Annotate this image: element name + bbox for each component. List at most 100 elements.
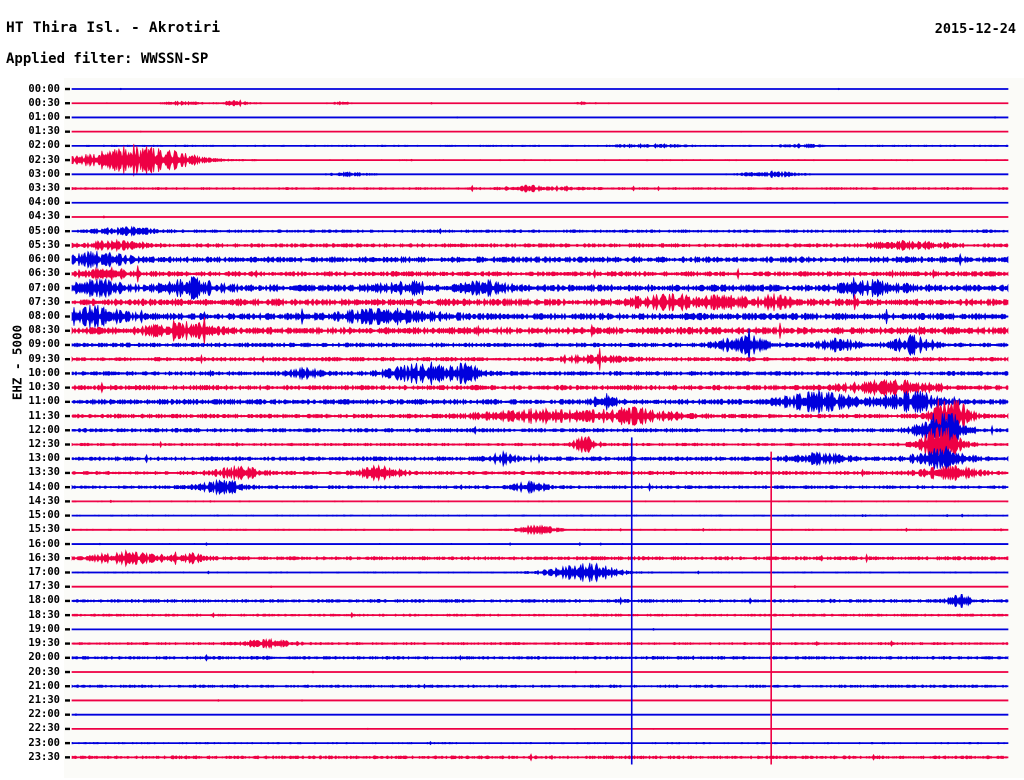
trace-row: [71, 276, 1009, 301]
station-title: HT Thira Isl. - Akrotiri: [6, 20, 221, 36]
time-label: 10:30: [28, 381, 60, 394]
trace-row: [71, 593, 1009, 608]
trace-row: [71, 116, 1009, 119]
trace-row: [71, 378, 1009, 397]
trace-row: [71, 99, 1009, 108]
time-label: 07:00: [28, 281, 60, 294]
time-label: 18:30: [28, 608, 60, 621]
trace-row: [71, 201, 1009, 204]
trace-row: [71, 611, 1009, 619]
time-label: 08:30: [28, 324, 60, 337]
trace-row: [71, 740, 1009, 746]
trace-row: [71, 585, 1009, 589]
trace-row: [71, 653, 1009, 662]
time-label: 20:00: [28, 651, 60, 664]
trace-row: [71, 499, 1009, 503]
time-label: 03:00: [28, 167, 60, 180]
trace-row: [71, 215, 1009, 219]
time-label: 15:00: [28, 509, 60, 522]
trace-row: [71, 292, 1009, 312]
trace-row: [71, 184, 1009, 193]
time-label: 14:30: [28, 494, 60, 507]
seismogram-canvas: [64, 78, 1024, 778]
seismogram-plot: [0, 78, 1024, 778]
time-label: 22:30: [28, 722, 60, 735]
time-label: 13:00: [28, 452, 60, 465]
trace-row: [71, 250, 1009, 269]
time-label: 09:30: [28, 352, 60, 365]
time-label: 18:00: [28, 594, 60, 607]
time-label: 16:00: [28, 537, 60, 550]
record-date: 2015-12-24: [934, 21, 1016, 37]
trace-row: [71, 327, 1009, 363]
trace-row: [71, 627, 1009, 631]
time-label: 05:00: [28, 224, 60, 237]
time-label: 06:00: [28, 253, 60, 266]
time-label: 04:30: [28, 210, 60, 223]
trace-row: [71, 699, 1009, 702]
trace-row: [71, 713, 1009, 717]
time-label: 04:00: [28, 196, 60, 209]
time-label: 09:00: [28, 338, 60, 351]
trace-row: [71, 549, 1009, 568]
time-label: 03:30: [28, 182, 60, 195]
trace-row: [71, 513, 1009, 518]
trace-row: [71, 265, 1009, 283]
trace-row: [71, 683, 1009, 689]
time-label: 16:30: [28, 551, 60, 564]
trace-row: [71, 388, 1009, 415]
trace-row: [71, 143, 1009, 149]
time-label: 01:30: [28, 125, 60, 138]
trace-row: [71, 445, 1009, 472]
time-label: 19:30: [28, 637, 60, 650]
time-label: 02:30: [28, 153, 60, 166]
plot-background: [64, 78, 1024, 778]
trace-row: [71, 464, 1009, 482]
time-label: 12:00: [28, 423, 60, 436]
trace-row: [71, 542, 1009, 546]
time-label: 12:30: [28, 438, 60, 450]
trace-row: [71, 562, 1009, 583]
time-label: 00:00: [28, 82, 60, 95]
filter-label: Applied filter: WWSSN-SP: [6, 51, 209, 67]
time-label: 17:30: [28, 580, 60, 593]
time-label: 11:00: [28, 395, 60, 408]
trace-row: [71, 87, 1009, 91]
trace-row: [71, 170, 1009, 179]
trace-row: [71, 316, 1009, 345]
trace-row: [71, 361, 1009, 386]
time-label: 06:30: [28, 267, 60, 280]
trace-row: [71, 130, 1009, 133]
trace-row: [71, 637, 1009, 650]
time-label: 07:30: [28, 295, 60, 308]
time-label: 22:00: [28, 708, 60, 721]
trace-row: [71, 426, 1009, 463]
time-label: 02:00: [28, 139, 60, 152]
time-label: 20:30: [28, 665, 60, 678]
time-label: 05:30: [28, 238, 60, 251]
trace-row: [71, 753, 1009, 762]
time-label: 14:00: [28, 480, 60, 493]
time-label: 15:30: [28, 523, 60, 536]
time-label: 11:30: [28, 409, 60, 422]
time-label: 23:30: [28, 750, 60, 763]
trace-row: [71, 412, 1009, 448]
trace-row: [71, 225, 1009, 237]
trace-row: [71, 670, 1009, 674]
time-label: 01:00: [28, 110, 60, 123]
trace-row: [71, 524, 1009, 536]
time-label: 21:30: [28, 693, 60, 706]
time-label: 21:00: [28, 679, 60, 692]
trace-row: [71, 304, 1009, 329]
trace-row: [71, 727, 1009, 730]
time-label: 13:30: [28, 466, 60, 479]
trace-row: [71, 347, 1009, 371]
trace-row: [71, 399, 1009, 434]
trace-row: [71, 238, 1009, 253]
time-label: 10:00: [28, 366, 60, 379]
time-label: 00:30: [28, 96, 60, 109]
time-label: 08:00: [28, 310, 60, 323]
time-label: 23:00: [28, 736, 60, 749]
trace-row: [71, 143, 1009, 177]
